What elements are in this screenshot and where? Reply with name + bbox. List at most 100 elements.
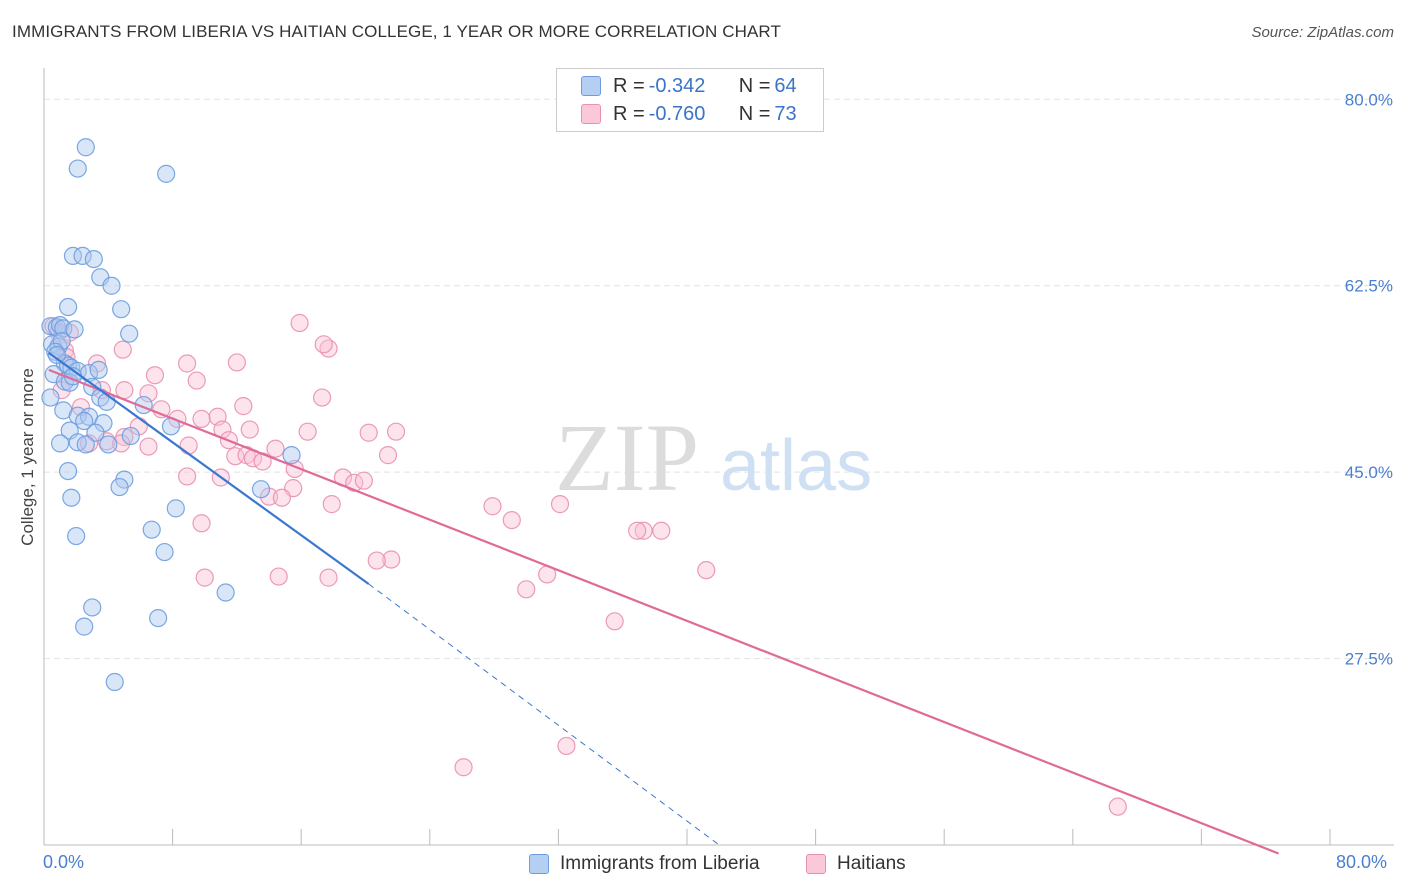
- watermark-zip: ZIP: [555, 404, 699, 511]
- haitian-point: [227, 353, 246, 372]
- haitian-point: [112, 434, 131, 453]
- liberia-point: [251, 480, 271, 499]
- liberia-point: [282, 446, 301, 465]
- haitian-point: [113, 340, 132, 359]
- haitian-point: [234, 397, 253, 416]
- legend-row-haitians: R = -0.760 N = 73: [581, 100, 797, 128]
- haitian-point: [298, 422, 317, 441]
- liberia-point: [112, 300, 131, 319]
- haitian-point: [367, 551, 386, 570]
- liberia-point: [65, 320, 84, 339]
- haitian-point: [483, 497, 502, 516]
- liberia-point: [157, 164, 176, 183]
- liberia-point: [102, 276, 121, 295]
- liberia-point: [99, 435, 118, 454]
- haitian-point: [386, 422, 406, 441]
- haitian-point: [382, 550, 401, 569]
- liberia-point: [47, 318, 66, 337]
- liberia-point: [86, 423, 105, 442]
- liberia-point: [76, 435, 95, 454]
- legend-r-value: -0.760: [648, 102, 706, 125]
- haitian-point: [634, 521, 653, 540]
- liberia-point: [89, 360, 108, 379]
- haitian-point: [1108, 797, 1127, 816]
- liberia-point: [50, 316, 70, 335]
- legend-n-label: N =: [738, 102, 771, 125]
- y-tick-label: 45.0%: [1345, 463, 1393, 482]
- haitian-point: [378, 446, 398, 465]
- haitian-point: [266, 439, 285, 458]
- haitian-point: [269, 567, 288, 586]
- liberia-point: [105, 672, 124, 692]
- liberia-point: [62, 488, 81, 507]
- haitian-point: [192, 409, 211, 428]
- legend-r-label: R =: [613, 102, 645, 125]
- haitian-point: [322, 495, 341, 514]
- haitian-point: [652, 521, 671, 540]
- liberia-point: [149, 608, 168, 628]
- bottom-legend-swatch-blue: [529, 854, 549, 874]
- y-tick-label: 27.5%: [1345, 650, 1393, 669]
- liberia-point: [121, 426, 140, 446]
- liberia-point: [76, 138, 95, 157]
- haitian-point: [192, 514, 211, 533]
- liberia-trend-line: [48, 351, 370, 585]
- haitian-point: [697, 561, 716, 580]
- y-tick-label: 80.0%: [1345, 90, 1393, 109]
- y-axis-label: College, 1 year or more: [18, 368, 37, 546]
- chart-title: IMMIGRANTS FROM LIBERIA VS HAITIAN COLLE…: [12, 22, 781, 41]
- legend-r-label: R =: [613, 74, 645, 97]
- haitian-point: [314, 335, 333, 354]
- liberia-point: [68, 159, 87, 178]
- legend-swatch-pink: [581, 104, 601, 124]
- liberia-point: [52, 332, 71, 351]
- legend-r-value: -0.342: [648, 74, 706, 97]
- haitian-point: [115, 381, 134, 400]
- haitian-point: [550, 495, 570, 514]
- liberia-point: [63, 246, 83, 266]
- liberia-point: [155, 542, 174, 562]
- liberia-point: [75, 617, 94, 636]
- haitian-point: [319, 568, 338, 587]
- liberia-point: [73, 246, 92, 266]
- haitian-point: [240, 420, 259, 439]
- bottom-legend-haitians: Haitians: [806, 851, 906, 877]
- liberia-point: [83, 598, 102, 617]
- liberia-point: [166, 499, 185, 518]
- bottom-legend-label-haitians: Haitians: [837, 853, 906, 874]
- y-tick-label: 62.5%: [1345, 277, 1393, 296]
- data-points: [41, 138, 1127, 816]
- haitian-point: [454, 758, 473, 777]
- haitian-trend-line: [48, 368, 1279, 855]
- liberia-point: [59, 461, 78, 481]
- haitian-point: [177, 467, 197, 486]
- haitian-point: [290, 313, 309, 333]
- haitian-point: [359, 423, 378, 442]
- haitian-point: [605, 612, 624, 631]
- haitian-point: [187, 371, 206, 390]
- liberia-point: [47, 345, 66, 365]
- liberia-point: [75, 411, 94, 431]
- x-tick-max: 80.0%: [1336, 852, 1388, 872]
- haitian-point: [557, 736, 576, 756]
- legend-n-label: N =: [738, 74, 771, 97]
- watermark: ZIP atlas: [555, 404, 872, 511]
- grid-lines: [44, 98, 1394, 660]
- liberia-trend-extension: [368, 583, 720, 846]
- liberia-point: [67, 526, 86, 546]
- haitian-point: [179, 436, 198, 455]
- haitian-point: [312, 388, 332, 407]
- legend-n-value: 64: [774, 74, 797, 97]
- trend-lines: [48, 351, 1279, 855]
- y-tick-labels: 80.0% 62.5% 45.0% 27.5%: [1345, 90, 1393, 668]
- haitian-point: [517, 580, 536, 599]
- liberia-point: [84, 249, 103, 269]
- bottom-legend-swatch-pink: [806, 854, 826, 874]
- x-tick-min: 0.0%: [43, 852, 85, 872]
- source-note: Source: ZipAtlas.com: [1251, 24, 1394, 41]
- bottom-legend-liberia: Immigrants from Liberia: [529, 851, 760, 877]
- haitian-point: [502, 510, 521, 530]
- legend-row-liberia: R = -0.342 N = 64: [581, 72, 797, 100]
- haitian-point: [177, 354, 197, 373]
